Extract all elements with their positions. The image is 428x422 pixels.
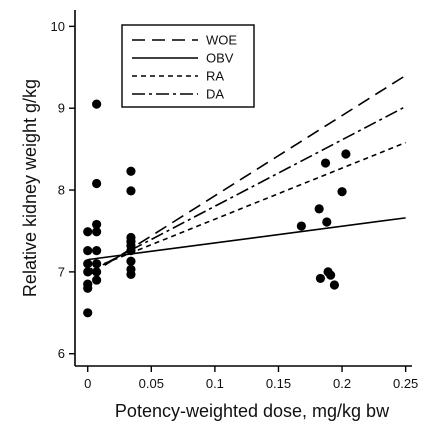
x-axis-title: Potency-weighted dose, mg/kg bw (115, 401, 390, 421)
line-da (87, 105, 407, 274)
data-point (92, 227, 102, 237)
line-ra (87, 141, 406, 271)
data-point (314, 204, 324, 214)
data-point (126, 166, 136, 176)
data-point (126, 256, 136, 266)
data-point (92, 275, 102, 285)
y-tick-label: 6 (58, 346, 65, 361)
x-tick-label: 0.15 (266, 376, 291, 391)
line-obv (87, 217, 406, 261)
y-tick-label: 10 (51, 19, 65, 34)
data-points (83, 99, 351, 318)
line-woe (87, 74, 407, 277)
y-tick-label: 7 (58, 264, 65, 279)
data-point (92, 178, 102, 189)
data-point (83, 283, 93, 293)
data-point (326, 270, 336, 280)
x-tick-label: 0.1 (206, 376, 224, 391)
data-point (83, 227, 93, 237)
data-point (83, 246, 93, 256)
legend-label-obv: OBV (206, 51, 234, 66)
data-point (92, 219, 102, 230)
data-point (337, 187, 347, 197)
data-point (83, 267, 93, 277)
axes: 6 7 8 9 10 0 0.05 0.1 0.15 0.2 0.25 (51, 10, 418, 391)
data-point (320, 158, 331, 168)
data-point (92, 246, 102, 256)
y-axis-title: Relative kidney weight g/kg (20, 79, 40, 297)
y-tick-label: 8 (58, 183, 65, 198)
data-point (92, 259, 102, 269)
data-point (92, 267, 102, 277)
data-point (329, 280, 340, 290)
x-tick-label: 0.25 (393, 376, 418, 391)
data-point (296, 221, 306, 231)
data-point (126, 186, 136, 196)
data-point (315, 273, 326, 284)
data-point (83, 308, 93, 318)
data-point (126, 246, 136, 256)
legend: WOE OBV RA DA (121, 24, 255, 108)
data-point (92, 99, 102, 109)
x-tick-label: 0 (84, 376, 91, 391)
regression-lines (87, 74, 407, 277)
legend-label-woe: WOE (206, 33, 237, 48)
data-point (341, 149, 351, 159)
data-point (322, 217, 332, 227)
legend-label-ra: RA (206, 69, 224, 84)
data-point (126, 269, 136, 279)
legend-label-da: DA (206, 87, 224, 102)
x-tick-label: 0.2 (333, 376, 351, 391)
data-point (83, 259, 93, 269)
x-tick-label: 0.05 (139, 376, 164, 391)
y-tick-label: 9 (58, 101, 65, 116)
